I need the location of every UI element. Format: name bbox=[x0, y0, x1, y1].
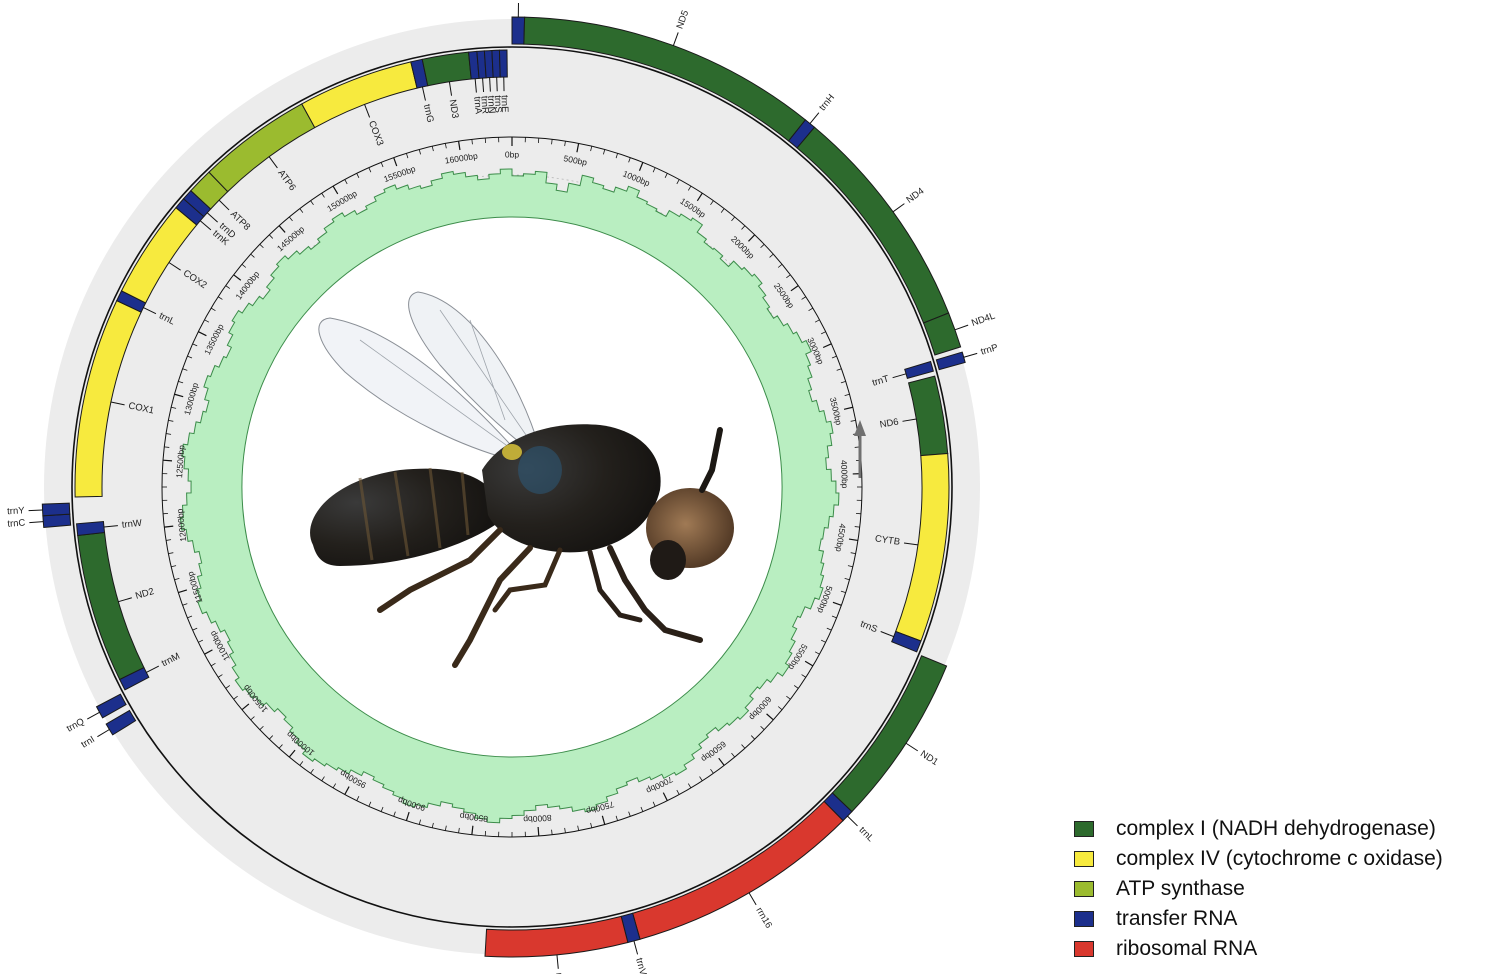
legend-label: complex I (NADH dehydrogenase) bbox=[1116, 817, 1436, 841]
tick-label: 0bp bbox=[505, 149, 519, 159]
gene-label: ND4L bbox=[970, 311, 997, 329]
legend-swatch bbox=[1074, 941, 1094, 957]
gene-trns-block bbox=[492, 50, 500, 77]
legend-swatch bbox=[1074, 911, 1094, 927]
gene-leader-line bbox=[87, 712, 99, 719]
gene-trne-block bbox=[499, 50, 507, 77]
gene-leader-line bbox=[964, 353, 977, 357]
legend-label: ribosomal RNA bbox=[1116, 937, 1257, 961]
tick-mark bbox=[552, 139, 553, 144]
gene-leader-line bbox=[634, 941, 638, 955]
gene-label: trnY bbox=[7, 505, 26, 517]
tick-mark bbox=[163, 460, 172, 461]
gene-leader-line bbox=[893, 204, 904, 212]
gene-label: trnI bbox=[79, 734, 96, 751]
legend-item-atp: ATP synthase bbox=[1074, 874, 1443, 904]
tick-mark bbox=[552, 830, 553, 835]
gene-leader-line bbox=[955, 325, 968, 330]
tick-mark bbox=[472, 139, 473, 144]
gene-label: trnV bbox=[633, 957, 648, 974]
gene-leader-line bbox=[810, 113, 819, 124]
gene-leader-line bbox=[29, 510, 43, 511]
legend-swatch bbox=[1074, 821, 1094, 837]
gene-leader-line bbox=[557, 955, 558, 969]
gene-label: trnL bbox=[856, 825, 875, 844]
gene-label: ND4 bbox=[904, 186, 926, 206]
gene-leader-line bbox=[497, 77, 498, 91]
tick-label: 4000bp bbox=[839, 460, 850, 489]
gene-label: trnQ bbox=[65, 716, 86, 735]
tick-mark bbox=[538, 827, 539, 836]
gene-leader-line bbox=[673, 32, 678, 45]
gene-label: trnE bbox=[499, 95, 510, 113]
tick-mark bbox=[855, 527, 860, 528]
gene-trny-block bbox=[42, 503, 70, 516]
gene-label: trnC bbox=[7, 517, 26, 529]
legend: complex I (NADH dehydrogenase) complex I… bbox=[1074, 814, 1443, 964]
legend-label: transfer RNA bbox=[1116, 907, 1237, 931]
gene-label: trnH bbox=[817, 92, 837, 113]
legend-item-trna: transfer RNA bbox=[1074, 904, 1443, 934]
gene-leader-line bbox=[97, 729, 109, 736]
gene-label: trnW bbox=[121, 518, 142, 531]
gene-label: trnP bbox=[980, 342, 1000, 357]
gene-trnf-block bbox=[512, 17, 525, 44]
gene-trnc-block bbox=[43, 514, 71, 527]
legend-label: complex IV (cytochrome c oxidase) bbox=[1116, 847, 1443, 871]
legend-item-complex1: complex I (NADH dehydrogenase) bbox=[1074, 814, 1443, 844]
gene-leader-line bbox=[29, 522, 43, 523]
legend-swatch bbox=[1074, 851, 1094, 867]
gene-leader-line bbox=[749, 893, 756, 905]
gene-leader-line bbox=[906, 743, 918, 751]
legend-item-rrna: ribosomal RNA bbox=[1074, 934, 1443, 964]
legend-swatch bbox=[1074, 881, 1094, 897]
tick-mark bbox=[164, 447, 169, 448]
gene-label: rrn16 bbox=[753, 906, 774, 931]
legend-label: ATP synthase bbox=[1116, 877, 1245, 901]
gene-leader-line bbox=[848, 816, 858, 826]
gene-label: ND1 bbox=[918, 748, 940, 768]
legend-item-complex4: complex IV (cytochrome c oxidase) bbox=[1074, 844, 1443, 874]
gene-trnw-block bbox=[77, 522, 105, 536]
gene-label: ND5 bbox=[674, 9, 691, 31]
